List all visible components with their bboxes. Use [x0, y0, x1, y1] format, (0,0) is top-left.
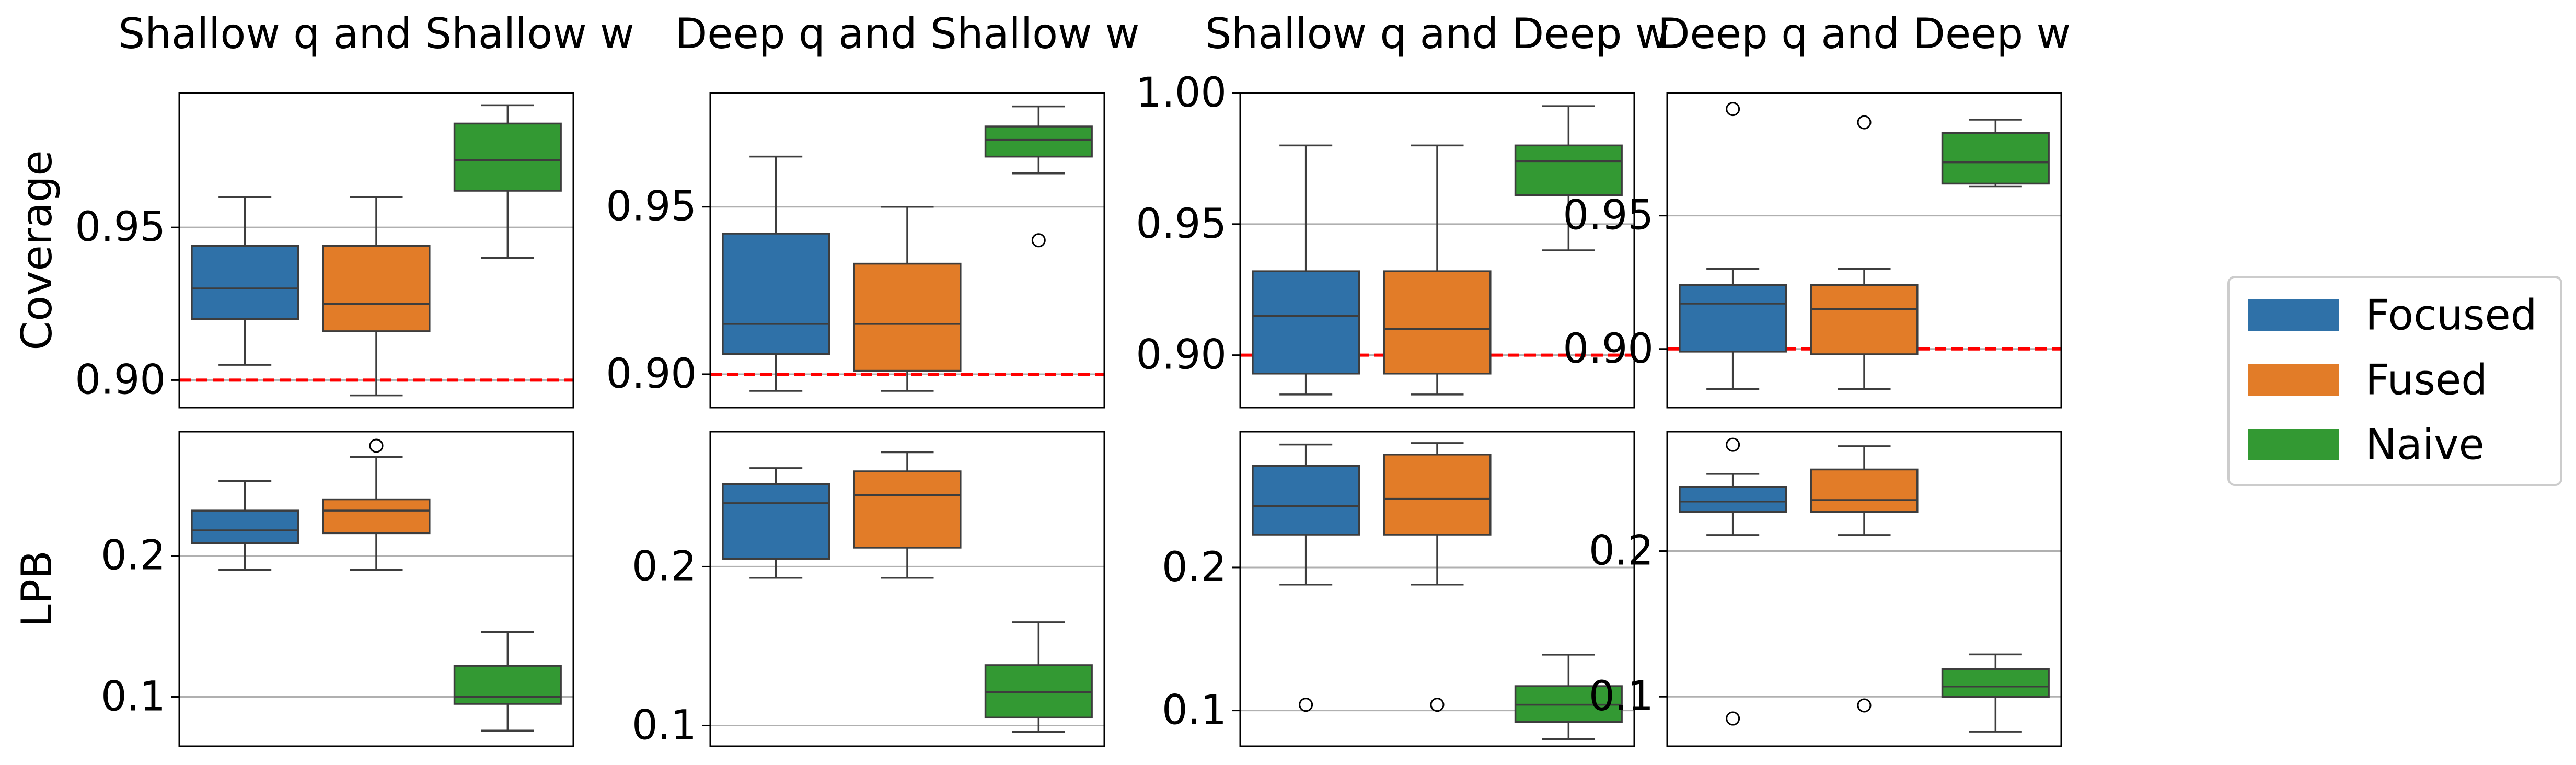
- box-lpb-deep-q-and-shallow-w-fused: [853, 470, 962, 549]
- panel-frame-coverage-deep-q-and-shallow-w: [709, 92, 1105, 409]
- outlier-coverage-deep-q-and-deep-w-focused: [1726, 102, 1740, 117]
- ytick-label-coverage-shallow-q-and-shallow-w: 0.90: [75, 356, 166, 403]
- box-coverage-deep-q-and-deep-w-focused: [1679, 284, 1787, 353]
- box-coverage-deep-q-and-deep-w-naive: [1941, 132, 2050, 185]
- column-title-deep-q-and-shallow-w: Deep q and Shallow w: [675, 9, 1140, 58]
- ytick-label-coverage-shallow-q-and-deep-w: 0.95: [1136, 201, 1227, 248]
- box-lpb-shallow-q-and-shallow-w-naive: [453, 665, 562, 705]
- ytick-label-coverage-deep-q-and-shallow-w: 0.95: [606, 183, 697, 230]
- box-lpb-deep-q-and-deep-w-fused: [1810, 468, 1919, 513]
- column-title-shallow-q-and-deep-w: Shallow q and Deep w: [1205, 9, 1670, 58]
- outlier-lpb-deep-q-and-deep-w-focused: [1726, 711, 1740, 726]
- box-coverage-deep-q-and-shallow-w-fused: [853, 262, 962, 372]
- panel-frame-coverage-shallow-q-and-shallow-w: [178, 92, 574, 409]
- legend-swatch-focused: [2248, 299, 2339, 331]
- ytick-label-coverage-shallow-q-and-deep-w: 1.00: [1136, 69, 1227, 117]
- box-lpb-shallow-q-and-deep-w-fused: [1383, 454, 1492, 536]
- box-coverage-shallow-q-and-shallow-w-fused: [322, 245, 431, 332]
- box-lpb-deep-q-and-shallow-w-focused: [722, 483, 830, 560]
- panel-frame-lpb-shallow-q-and-deep-w: [1239, 431, 1635, 747]
- outlier-coverage-deep-q-and-deep-w-fused: [1857, 115, 1872, 130]
- panel-frame-lpb-deep-q-and-shallow-w: [709, 431, 1105, 747]
- box-coverage-shallow-q-and-deep-w-naive: [1514, 144, 1623, 196]
- outlier-lpb-shallow-q-and-shallow-w-fused: [369, 438, 384, 453]
- box-coverage-deep-q-and-deep-w-fused: [1810, 284, 1919, 355]
- ytick-label-lpb-shallow-q-and-deep-w: 0.1: [1162, 687, 1227, 734]
- outlier-lpb-deep-q-and-deep-w-fused: [1857, 698, 1872, 713]
- box-lpb-shallow-q-and-shallow-w-fused: [322, 498, 431, 535]
- ytick-label-lpb-deep-q-and-deep-w: 0.1: [1589, 673, 1654, 720]
- panel-frame-lpb-deep-q-and-deep-w: [1666, 431, 2062, 747]
- legend-label-fused: Fused: [2365, 356, 2488, 404]
- panel-frame-coverage-shallow-q-and-deep-w: [1239, 92, 1635, 409]
- box-coverage-deep-q-and-shallow-w-naive: [984, 125, 1093, 158]
- legend-label-naive: Naive: [2365, 421, 2485, 469]
- box-lpb-deep-q-and-deep-w-naive: [1941, 668, 2050, 698]
- column-title-deep-q-and-deep-w: Deep q and Deep w: [1658, 9, 2071, 58]
- box-lpb-deep-q-and-deep-w-focused: [1679, 486, 1787, 513]
- outlier-lpb-deep-q-and-deep-w-focused: [1726, 437, 1740, 452]
- panel-frame-coverage-deep-q-and-deep-w: [1666, 92, 2062, 409]
- legend-swatch-fused: [2248, 364, 2339, 396]
- box-coverage-shallow-q-and-shallow-w-naive: [453, 122, 562, 192]
- ytick-label-lpb-shallow-q-and-shallow-w: 0.1: [101, 674, 166, 721]
- outlier-lpb-shallow-q-and-deep-w-focused: [1299, 698, 1313, 712]
- ytick-label-lpb-shallow-q-and-shallow-w: 0.2: [101, 532, 166, 579]
- box-lpb-shallow-q-and-deep-w-focused: [1252, 465, 1360, 536]
- box-lpb-shallow-q-and-shallow-w-focused: [191, 509, 299, 544]
- legend-label-focused: Focused: [2365, 291, 2537, 340]
- outlier-coverage-deep-q-and-shallow-w-naive: [1031, 233, 1046, 248]
- ytick-label-lpb-deep-q-and-shallow-w: 0.2: [632, 543, 697, 590]
- ytick-label-coverage-shallow-q-and-deep-w: 0.90: [1136, 332, 1227, 379]
- row-label-lpb: LPB: [13, 550, 61, 628]
- ytick-label-coverage-deep-q-and-deep-w: 0.95: [1563, 192, 1654, 239]
- ytick-label-lpb-shallow-q-and-deep-w: 0.2: [1162, 544, 1227, 591]
- ytick-label-coverage-shallow-q-and-shallow-w: 0.95: [75, 204, 166, 251]
- box-coverage-shallow-q-and-deep-w-focused: [1252, 270, 1360, 375]
- column-title-shallow-q-and-shallow-w: Shallow q and Shallow w: [118, 9, 634, 58]
- legend-swatch-naive: [2248, 429, 2339, 460]
- ytick-label-coverage-deep-q-and-deep-w: 0.90: [1563, 326, 1654, 373]
- box-coverage-shallow-q-and-shallow-w-focused: [191, 245, 299, 320]
- outlier-lpb-shallow-q-and-deep-w-fused: [1430, 698, 1445, 712]
- panel-frame-lpb-shallow-q-and-shallow-w: [178, 431, 574, 747]
- box-coverage-shallow-q-and-deep-w-fused: [1383, 270, 1492, 375]
- ytick-label-coverage-deep-q-and-shallow-w: 0.90: [606, 351, 697, 398]
- box-coverage-deep-q-and-shallow-w-focused: [722, 233, 830, 355]
- ytick-label-lpb-deep-q-and-shallow-w: 0.1: [632, 702, 697, 749]
- ytick-label-lpb-deep-q-and-deep-w: 0.2: [1589, 528, 1654, 575]
- row-label-coverage: Coverage: [13, 150, 61, 350]
